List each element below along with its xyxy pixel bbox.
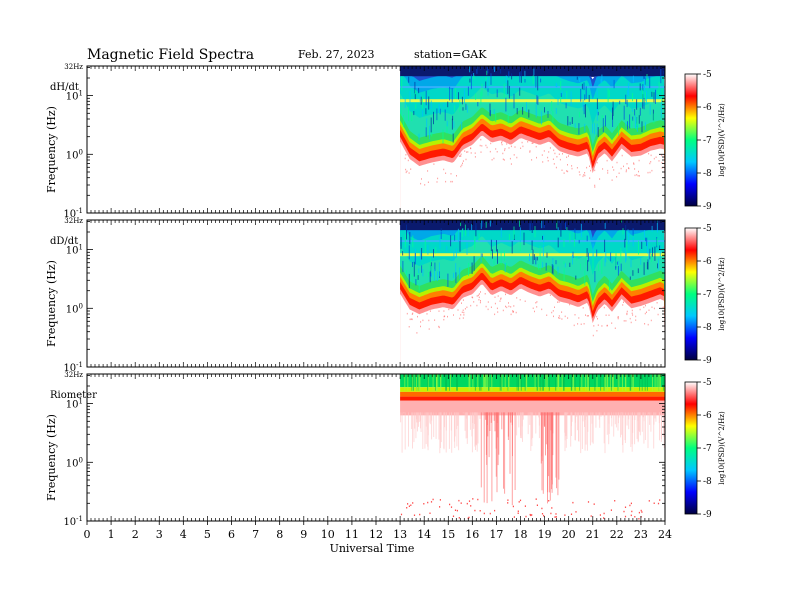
panel-1: 101 100 10-1 32Hz dD/dt Frequency (Hz) -5 -6 -7 -… [45,217,726,374]
colorbar-tick-label: -5 [703,224,712,234]
colorbar-tick-label: -9 [703,356,712,366]
top-frequency-label: 32Hz [64,371,83,379]
top-frequency-label: 32Hz [64,217,83,225]
x-tick-label-1: 1 [108,528,115,541]
x-tick-label-9: 9 [300,528,307,541]
x-tick-label-19: 19 [538,528,552,541]
x-tick-label-13: 13 [393,528,407,541]
colorbar-tick-label: -8 [703,169,712,179]
y-tick-label-2: 10-1 [63,207,83,220]
x-tick-label-0: 0 [84,528,91,541]
x-tick-label-15: 15 [441,528,455,541]
colorbar-tick-label: -6 [703,411,712,421]
x-tick-label-20: 20 [562,528,576,541]
y-tick-label-1: 100 [66,456,83,469]
colorbar [684,381,698,515]
colorbar [684,227,698,361]
x-tick-label-24: 24 [658,528,672,541]
x-tick-label-18: 18 [514,528,528,541]
y-tick-label-0: 101 [66,398,83,411]
station-label: station=GAK [414,48,487,61]
colorbar-tick-label: -7 [703,444,712,454]
x-tick-label-7: 7 [252,528,259,541]
panel-2: 101 100 10-1 32Hz Riometer Frequency (Hz) -5 -6… [45,371,726,528]
colorbar-tick-label: -9 [703,510,712,520]
x-tick-label-11: 11 [345,528,359,541]
spectrogram-2 [400,374,665,520]
y-axis-label: Frequency (Hz) [45,414,58,501]
colorbar-tick-label: -8 [703,477,712,487]
panel-0: 101 100 10-1 32Hz dH/dt Frequency (Hz) -5 -6 -7 -… [45,63,726,220]
x-tick-label-12: 12 [369,528,383,541]
x-tick-label-17: 17 [489,528,503,541]
y-axis-label: Frequency (Hz) [45,260,58,347]
x-tick-label-21: 21 [586,528,600,541]
panel-label: Riometer [50,390,97,401]
x-tick-label-5: 5 [204,528,211,541]
y-tick-label-0: 101 [66,244,83,257]
x-tick-label-6: 6 [228,528,235,541]
x-tick-label-4: 4 [180,528,187,541]
top-frequency-label: 32Hz [64,63,83,71]
x-tick-label-10: 10 [321,528,335,541]
spectrogram-0 [400,66,665,213]
x-tick-label-2: 2 [132,528,139,541]
colorbar-tick-label: -7 [703,290,712,300]
x-tick-label-23: 23 [634,528,648,541]
colorbar-tick-label: -6 [703,257,712,267]
panel-label: dD/dt [50,236,78,247]
colorbar-label: log10(PSD)(V^2/Hz) [718,103,726,177]
y-axis-label: Frequency (Hz) [45,106,58,193]
colorbar-tick-label: -5 [703,378,712,388]
colorbar-label: log10(PSD)(V^2/Hz) [718,411,726,485]
colorbar-tick-label: -9 [703,202,712,212]
colorbar-tick-label: -5 [703,70,712,80]
y-tick-label-0: 101 [66,90,83,103]
panel-label: dH/dt [50,82,79,93]
x-axis: 0 1 2 3 4 5 6 7 8 9 10 11 12 13 14 15 16 17 18 19 20 21 22 23 24… [84,521,672,555]
colorbar [684,73,698,207]
colorbar-tick-label: -7 [703,136,712,146]
chart-title: Magnetic Field Spectra [87,47,254,63]
x-tick-label-22: 22 [610,528,624,541]
y-tick-label-1: 100 [66,302,83,315]
chart-date: Feb. 27, 2023 [298,48,375,61]
x-tick-label-14: 14 [417,528,431,541]
x-tick-label-8: 8 [276,528,283,541]
x-tick-label-16: 16 [465,528,479,541]
y-tick-label-1: 100 [66,148,83,161]
x-axis-label: Universal Time [330,542,415,555]
y-tick-label-2: 10-1 [63,361,83,374]
y-tick-label-2: 10-1 [63,515,83,528]
x-tick-label-3: 3 [156,528,163,541]
colorbar-label: log10(PSD)(V^2/Hz) [718,257,726,331]
colorbar-tick-label: -6 [703,103,712,113]
spectrogram-1 [400,220,665,367]
colorbar-tick-label: -8 [703,323,712,333]
